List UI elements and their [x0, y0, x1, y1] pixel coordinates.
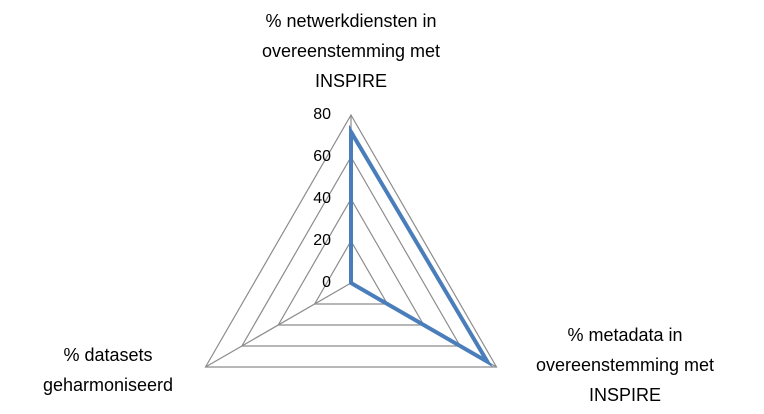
data-line	[349, 124, 494, 368]
axis-label: % netwerkdiensten in overeenstemming met…	[261, 11, 441, 91]
y-tick-label: 60	[313, 148, 331, 165]
axis-label: % metadata in overeenstemming met INSPIR…	[535, 325, 715, 405]
grid-line	[240, 155, 462, 347]
grid-line	[204, 113, 498, 368]
y-tick-label: 80	[313, 106, 331, 123]
grid-line	[313, 239, 389, 305]
y-tick-label: 20	[313, 232, 331, 249]
y-tick-label: 0	[322, 274, 331, 291]
y-tick-label: 40	[313, 190, 331, 207]
spoke	[205, 282, 352, 368]
grid-line	[277, 197, 425, 326]
axis-label: % datasets geharmoniseerd	[42, 345, 174, 395]
